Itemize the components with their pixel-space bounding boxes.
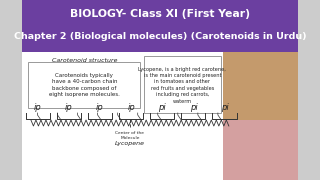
Text: Center of the
Molecule: Center of the Molecule [116,131,144,140]
Bar [22,52,223,180]
Bar [22,0,298,52]
Text: ip: ip [34,103,42,112]
Text: ip: ip [96,103,104,112]
Text: Lycopene, is a bright red carotene,
is the main carotenoid present
in tomatoes a: Lycopene, is a bright red carotene, is t… [139,66,226,104]
Text: Carotenoids typically
have a 40-carbon chain
backbone composed of
eight isoprene: Carotenoids typically have a 40-carbon c… [49,73,120,97]
FancyBboxPatch shape [144,56,221,113]
Text: BIOLOGY- Class XI (First Year): BIOLOGY- Class XI (First Year) [70,9,250,19]
Text: pi: pi [189,103,197,112]
Text: ip: ip [65,103,73,112]
Bar [223,52,298,120]
Text: Chapter 2 (Biological molecules) (Carotenoids in Urdu): Chapter 2 (Biological molecules) (Carote… [14,31,306,40]
FancyBboxPatch shape [28,62,140,108]
Text: ip: ip [127,103,135,112]
Text: Lycopene: Lycopene [115,141,145,146]
Text: Carotenoid structure: Carotenoid structure [52,57,118,62]
Text: pi: pi [158,103,166,112]
Text: pi: pi [221,103,228,112]
Bar [223,80,298,180]
